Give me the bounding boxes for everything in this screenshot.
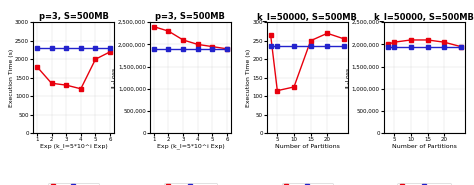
IL_Base xyxy=(458,46,464,48)
IL_Base xyxy=(151,48,156,50)
IL_IP xyxy=(195,43,201,46)
T_IP xyxy=(78,88,84,90)
Y-axis label: Execution Time (s): Execution Time (s) xyxy=(246,49,251,107)
IL_IP xyxy=(210,46,215,48)
Y-axis label: IL-Loss: IL-Loss xyxy=(111,67,117,88)
T_Base xyxy=(341,45,347,47)
IL_Base xyxy=(425,46,430,48)
IL_Base xyxy=(224,48,230,50)
T_Base xyxy=(268,45,273,47)
Y-axis label: IL-Loss: IL-Loss xyxy=(346,67,350,88)
T_IP xyxy=(49,82,55,84)
T_IP xyxy=(274,90,280,92)
T_IP xyxy=(308,40,313,42)
IL_IP xyxy=(441,41,447,43)
T_IP xyxy=(107,51,113,53)
Line: IL_Base: IL_Base xyxy=(152,47,229,51)
Legend: IL_IP, IL_Base: IL_IP, IL_Base xyxy=(164,183,217,185)
X-axis label: Number of Partitions: Number of Partitions xyxy=(392,144,456,149)
T_Base xyxy=(92,47,98,49)
Line: T_IP: T_IP xyxy=(269,31,346,93)
IL_Base xyxy=(180,48,186,50)
T_IP xyxy=(92,58,98,60)
IL_Base xyxy=(195,48,201,50)
T_IP xyxy=(268,34,273,36)
IL_Base xyxy=(441,46,447,48)
T_Base xyxy=(49,47,55,49)
IL_Base xyxy=(210,48,215,50)
T_Base xyxy=(274,45,280,47)
T_IP xyxy=(291,86,297,88)
T_IP xyxy=(34,65,40,68)
T_IP xyxy=(64,84,69,86)
X-axis label: Exp (k_I=5*10^i Exp): Exp (k_I=5*10^i Exp) xyxy=(40,144,108,149)
IL_IP xyxy=(392,41,397,43)
IL_IP xyxy=(458,46,464,48)
IL_IP xyxy=(151,26,156,28)
T_Base xyxy=(291,45,297,47)
T_Base xyxy=(78,47,84,49)
T_IP xyxy=(341,38,347,40)
IL_IP xyxy=(224,48,230,50)
Legend: T_IP, T_Base: T_IP, T_Base xyxy=(282,183,333,185)
Line: T_Base: T_Base xyxy=(35,46,112,50)
T_Base xyxy=(64,47,69,49)
IL_IP xyxy=(408,39,414,41)
Title: p=3, S=500MB: p=3, S=500MB xyxy=(38,12,109,21)
Legend: T_IP, T_Base: T_IP, T_Base xyxy=(48,183,99,185)
IL_Base xyxy=(385,46,391,48)
T_Base xyxy=(308,45,313,47)
IL_IP xyxy=(425,39,430,41)
X-axis label: Exp (k_I=5*10^i Exp): Exp (k_I=5*10^i Exp) xyxy=(156,144,224,149)
T_Base xyxy=(34,47,40,49)
IL_Base xyxy=(165,48,171,50)
Legend: IL_IP, IL_Base: IL_IP, IL_Base xyxy=(397,183,451,185)
IL_IP xyxy=(385,43,391,46)
Title: k_I=50000, S=500MB: k_I=50000, S=500MB xyxy=(257,12,357,22)
IL_IP xyxy=(180,39,186,41)
Line: IL_Base: IL_Base xyxy=(385,45,463,49)
Line: IL_IP: IL_IP xyxy=(385,38,463,49)
X-axis label: Number of Partitions: Number of Partitions xyxy=(275,144,340,149)
Title: p=3, S=500MB: p=3, S=500MB xyxy=(155,12,225,21)
Y-axis label: Execution Time (s): Execution Time (s) xyxy=(9,49,14,107)
Line: IL_IP: IL_IP xyxy=(152,25,229,51)
T_IP xyxy=(324,32,330,34)
IL_IP xyxy=(165,30,171,32)
Title: k_I=50000, S=500MB: k_I=50000, S=500MB xyxy=(374,12,474,22)
Line: T_Base: T_Base xyxy=(269,44,346,48)
Line: T_IP: T_IP xyxy=(35,50,112,91)
T_Base xyxy=(324,45,330,47)
IL_Base xyxy=(392,46,397,48)
IL_Base xyxy=(408,46,414,48)
T_Base xyxy=(107,47,113,49)
